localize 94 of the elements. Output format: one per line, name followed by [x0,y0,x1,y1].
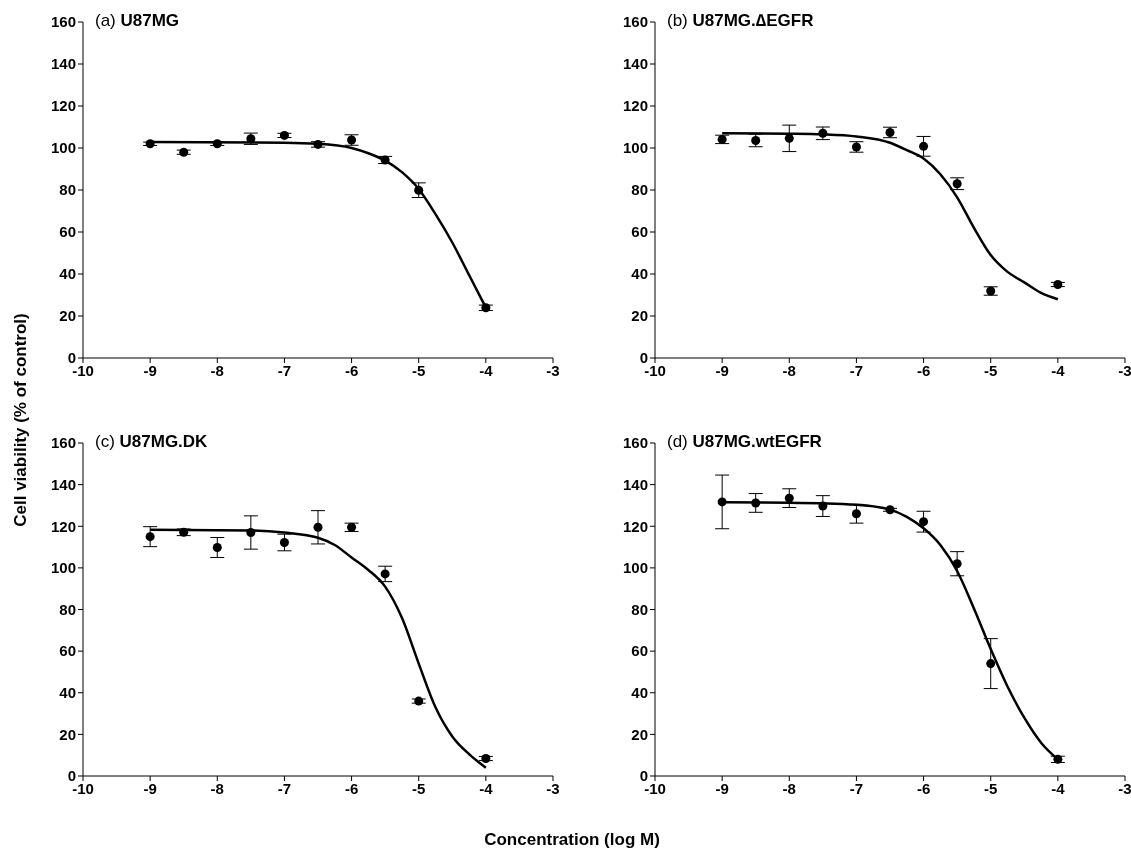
x-tick-label: -7 [277,361,292,379]
y-tick-label: 100 [50,559,76,577]
point [380,569,390,579]
point [481,754,491,764]
x-tick-label: -9 [143,779,157,797]
point [818,501,828,511]
y-tick-label: 80 [59,600,76,618]
y-tick-label: 120 [50,97,76,115]
y-tick-label: 160 [50,13,76,31]
y-tick-label: 40 [59,265,76,283]
point [885,505,895,515]
y-tick-label: 0 [639,767,648,785]
x-tick-label: -8 [210,361,224,379]
y-tick-label: 0 [639,349,648,367]
y-tick-label: 60 [631,223,648,241]
x-tick-label: -4 [1051,779,1066,797]
point [279,537,289,547]
x-tick-label: -3 [546,779,560,797]
y-axis-title: Cell viability (% of control) [11,313,31,527]
point [1053,279,1063,290]
x-tick-label: -5 [412,361,426,379]
x-tick-label: -5 [984,361,998,379]
point [1053,754,1063,764]
x-axis-title: Concentration (log M) [484,830,660,850]
x-tick-label: -8 [782,361,796,379]
point [414,185,424,195]
point [851,509,861,519]
y-tick-label: 40 [631,684,648,702]
point [919,141,929,151]
point [751,498,761,508]
y-tick-label: 160 [622,434,648,452]
point [784,493,794,503]
y-tick-label: 120 [622,97,648,115]
point [481,303,491,313]
point [313,522,323,532]
chart-title: (d) U87MG.wtEGFR [667,432,822,451]
point [246,527,256,537]
y-tick-label: 60 [631,642,648,660]
x-tick-label: -7 [277,779,292,797]
y-tick-label: 140 [50,55,76,73]
x-tick-label: -4 [479,361,494,379]
y-tick-label: 20 [59,725,76,743]
y-tick-label: 60 [59,223,76,241]
x-tick-label: -5 [412,779,426,797]
x-tick-label: -6 [344,361,359,379]
x-tick-label: -9 [715,361,729,379]
x-tick-label: -7 [849,361,864,379]
y-tick-label: 20 [631,725,648,743]
x-tick-label: -8 [782,779,796,797]
x-tick-label: -3 [1118,361,1131,379]
y-tick-label: 140 [622,475,648,493]
x-tick-label: -3 [546,361,560,379]
point [919,517,929,527]
point [717,497,727,507]
x-tick-label: -9 [715,779,729,797]
point [145,532,155,542]
chart-title: (b) U87MG.∆EGFR [667,11,814,30]
x-tick-label: -9 [143,361,157,379]
y-tick-label: 80 [631,600,648,618]
y-tick-label: 160 [50,434,76,452]
x-tick-label: -4 [1051,361,1066,379]
x-tick-label: -7 [849,779,864,797]
point [279,130,289,140]
y-tick-label: 80 [59,181,76,199]
y-tick-label: 40 [631,265,648,283]
point [414,696,424,706]
y-tick-label: 0 [67,349,76,367]
x-tick-label: -5 [984,779,998,797]
y-tick-label: 20 [59,307,76,325]
y-tick-label: 140 [622,55,648,73]
x-tick-label: -6 [916,779,931,797]
x-tick-label: -6 [916,361,931,379]
chart-title: (a) U87MG [95,11,180,30]
y-tick-label: 100 [622,559,648,577]
y-tick-label: 0 [67,767,76,785]
y-tick-label: 140 [50,475,76,493]
y-tick-label: 120 [622,517,648,535]
point [179,527,189,537]
point [986,659,996,669]
y-tick-label: 60 [59,642,76,660]
x-tick-label: -6 [344,779,359,797]
x-tick-label: -3 [1118,779,1131,797]
y-tick-label: 120 [50,517,76,535]
y-tick-label: 40 [59,684,76,702]
y-tick-label: 20 [631,307,648,325]
x-tick-label: -4 [479,779,494,797]
y-tick-label: 160 [622,13,648,31]
point [952,559,962,569]
y-tick-label: 100 [50,139,76,157]
y-tick-label: 80 [631,181,648,199]
chart-title: (c) U87MG.DK [95,432,208,451]
y-tick-label: 100 [622,139,648,157]
point [212,542,222,552]
x-tick-label: -8 [210,779,224,797]
